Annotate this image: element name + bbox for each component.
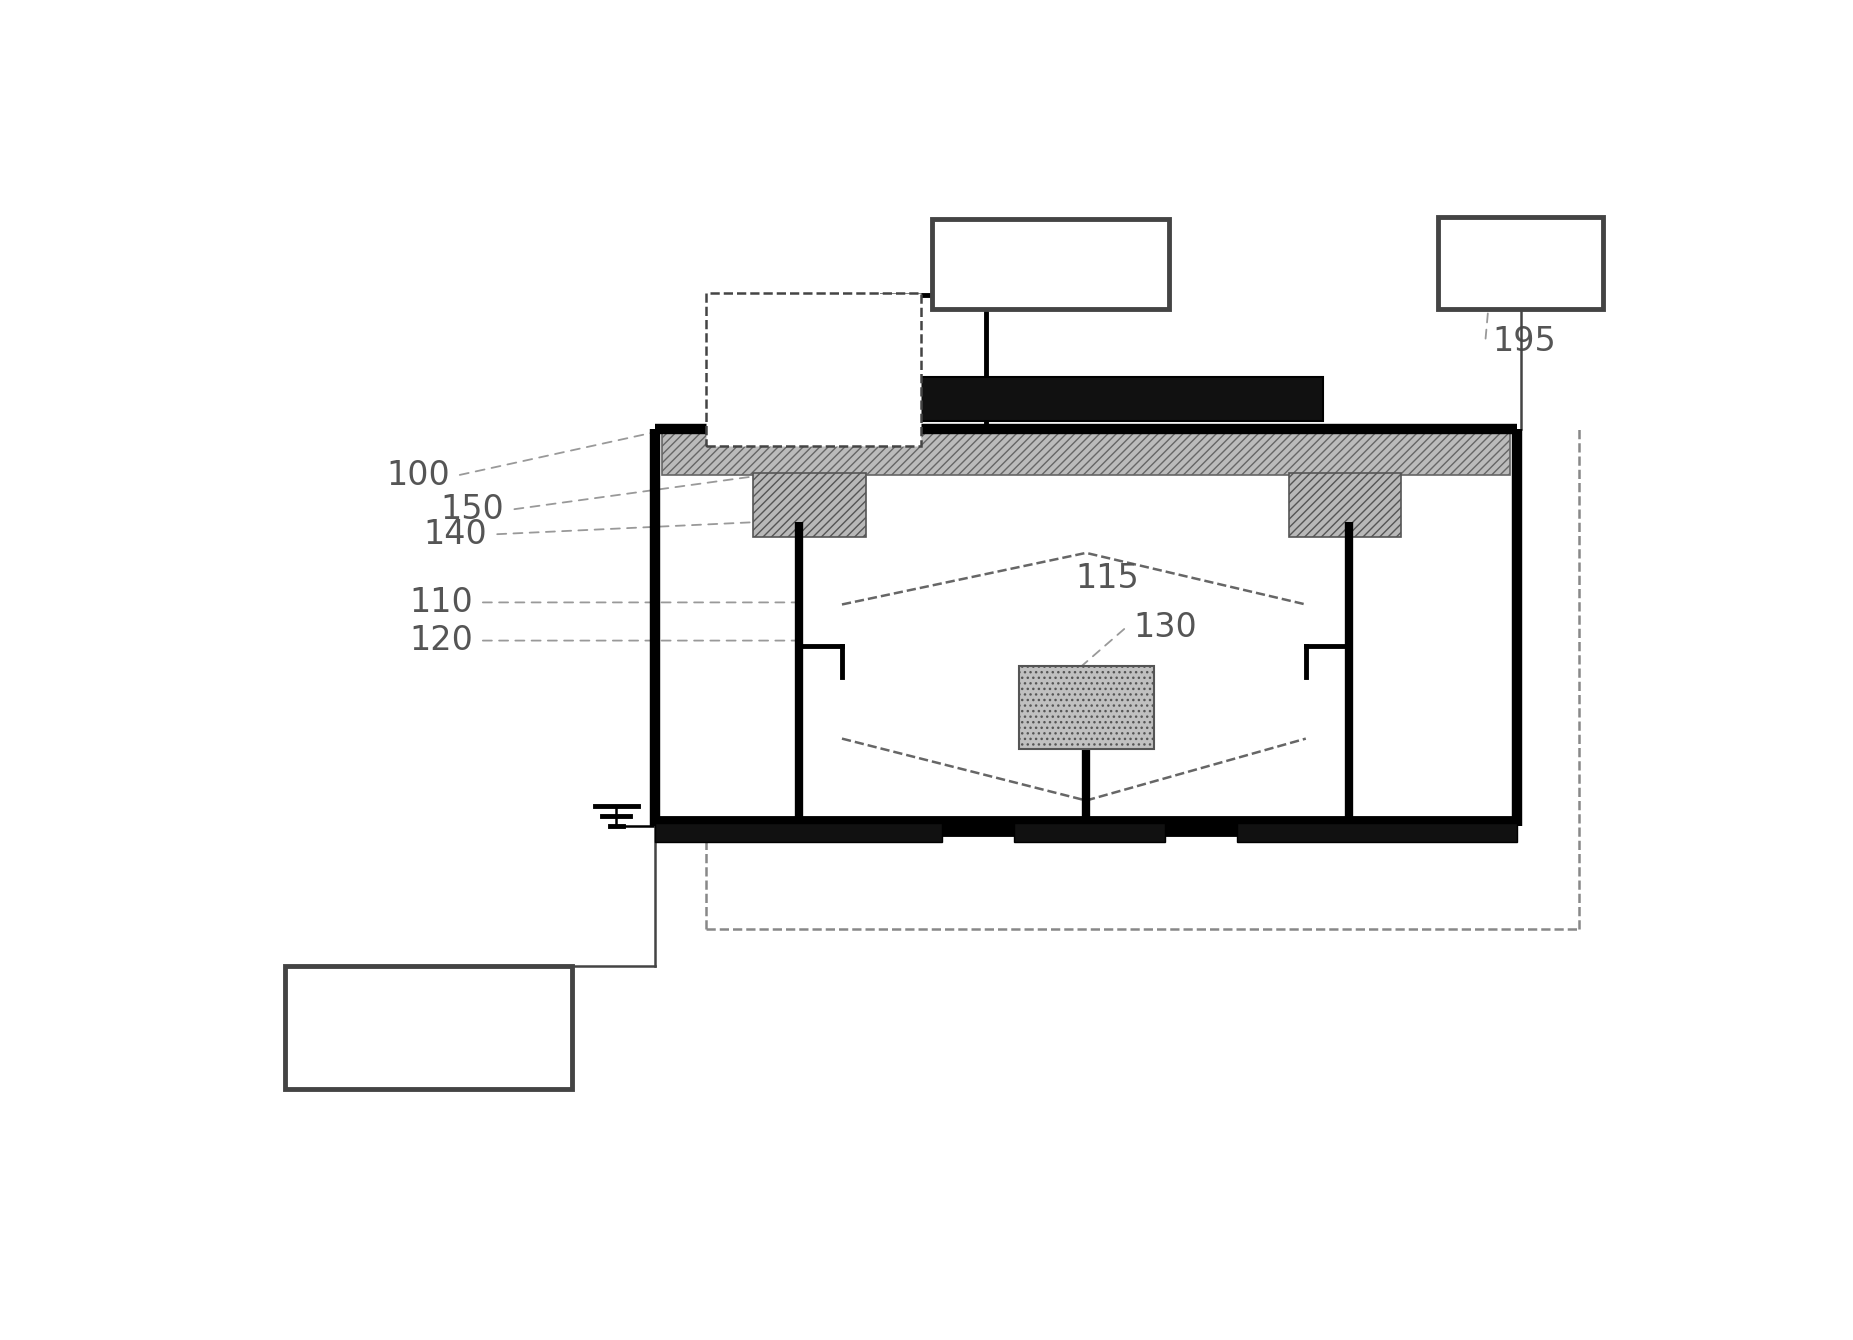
- Bar: [856, 378, 1323, 421]
- Bar: [706, 293, 921, 446]
- Bar: [1438, 217, 1603, 310]
- Text: 110: 110: [410, 586, 473, 619]
- Bar: [1014, 823, 1166, 842]
- Text: 140: 140: [424, 517, 487, 551]
- Bar: [656, 823, 943, 842]
- Bar: [663, 429, 1510, 476]
- Bar: [285, 966, 573, 1089]
- Text: 200: 200: [1017, 247, 1086, 281]
- Bar: [752, 473, 867, 537]
- Text: 160: 160: [395, 1010, 463, 1044]
- Text: 100: 100: [385, 460, 450, 492]
- Text: 120: 120: [410, 624, 473, 657]
- Text: 130: 130: [1134, 611, 1197, 643]
- Bar: [1288, 473, 1401, 537]
- Text: 155: 155: [1208, 377, 1271, 410]
- Text: 190: 190: [1486, 247, 1555, 280]
- Text: 180: 180: [778, 352, 849, 386]
- Text: 115: 115: [1077, 563, 1140, 595]
- Text: 195: 195: [1492, 324, 1557, 358]
- Bar: [1238, 823, 1518, 842]
- Text: 150: 150: [441, 493, 504, 527]
- Bar: [1019, 666, 1154, 749]
- Bar: [932, 218, 1169, 310]
